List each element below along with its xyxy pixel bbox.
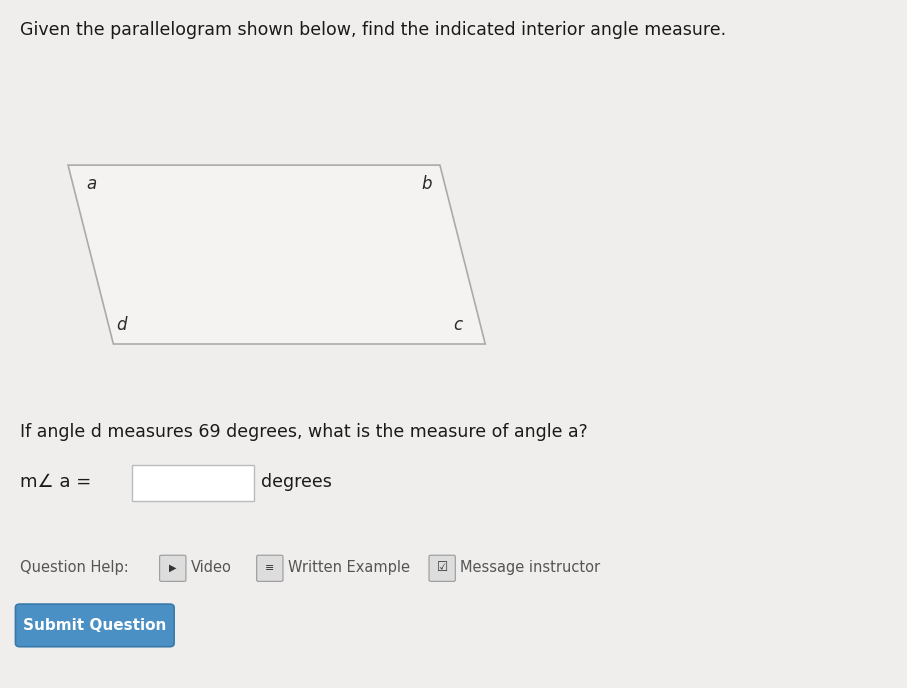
- FancyBboxPatch shape: [160, 555, 186, 581]
- Polygon shape: [68, 165, 485, 344]
- Text: b: b: [422, 175, 433, 193]
- Text: ▶: ▶: [169, 563, 177, 572]
- Text: degrees: degrees: [261, 473, 332, 491]
- Text: a: a: [86, 175, 96, 193]
- Text: ≡: ≡: [265, 563, 275, 572]
- FancyBboxPatch shape: [132, 465, 254, 501]
- Text: If angle d measures 69 degrees, what is the measure of angle a?: If angle d measures 69 degrees, what is …: [20, 423, 588, 441]
- FancyBboxPatch shape: [257, 555, 283, 581]
- Text: ☑: ☑: [436, 561, 448, 574]
- Text: d: d: [116, 316, 127, 334]
- FancyBboxPatch shape: [429, 555, 455, 581]
- Text: Video: Video: [190, 560, 231, 575]
- Text: Message instructor: Message instructor: [460, 560, 600, 575]
- Text: Question Help:: Question Help:: [20, 560, 129, 575]
- FancyBboxPatch shape: [15, 604, 174, 647]
- Text: c: c: [454, 316, 463, 334]
- Text: Given the parallelogram shown below, find the indicated interior angle measure.: Given the parallelogram shown below, fin…: [20, 21, 727, 39]
- Text: Written Example: Written Example: [288, 560, 410, 575]
- Text: Submit Question: Submit Question: [23, 618, 167, 633]
- Text: m∠ a =: m∠ a =: [20, 473, 92, 491]
